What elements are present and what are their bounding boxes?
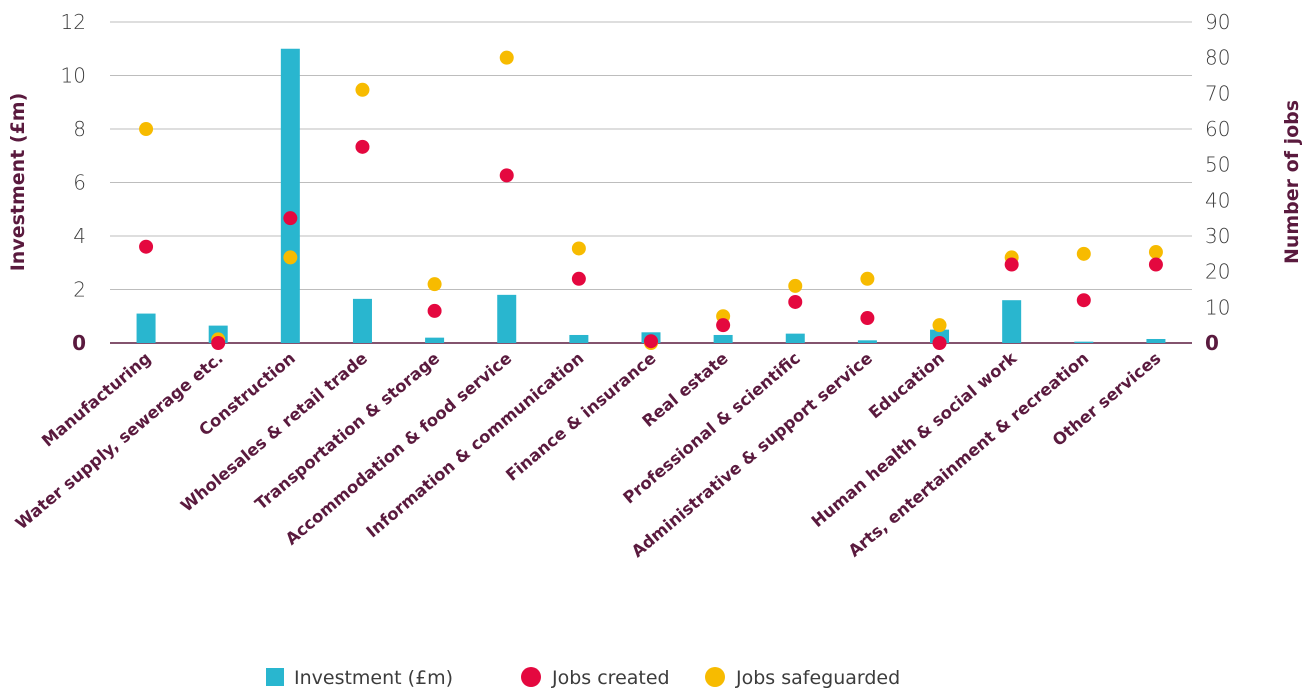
jobs-created-point	[1148, 257, 1163, 272]
left-tick-label: 0	[72, 331, 86, 355]
legend-label-jobs-created: Jobs created	[551, 667, 670, 689]
left-axis-title: Investment (£m)	[7, 93, 29, 272]
investment-bar	[1146, 338, 1166, 343]
jobs-created-point	[139, 239, 154, 254]
jobs-created-point	[644, 334, 658, 349]
right-tick-label: 10	[1205, 295, 1230, 319]
left-tick-label: 8	[73, 117, 86, 141]
left-tick-label: 2	[73, 278, 86, 302]
right-tick-label: 20	[1205, 260, 1230, 284]
investment-bar	[352, 298, 372, 343]
jobs-created-point	[211, 336, 226, 350]
legend-swatch-jobs-created	[521, 667, 541, 687]
jobs-created-point	[499, 168, 514, 183]
legend: Investment (£m) Jobs created Jobs safegu…	[266, 667, 900, 689]
left-tick-label: 6	[73, 171, 86, 195]
legend-label-jobs-safeguarded: Jobs safeguarded	[735, 667, 900, 689]
right-axis-title: Number of jobs	[1281, 100, 1303, 264]
jobs-created-point	[716, 318, 731, 333]
jobs-safeguarded-point	[1148, 245, 1163, 260]
right-tick-label: 0	[1205, 331, 1219, 355]
legend-swatch-investment	[266, 668, 284, 686]
right-tick-label: 50	[1205, 153, 1230, 177]
jobs-safeguarded-point	[788, 278, 803, 293]
left-axis-ticks: 0 2 4 6 8 10 12	[61, 10, 86, 355]
jobs-created-point	[1004, 257, 1019, 272]
legend-swatch-jobs-safeguarded	[705, 667, 725, 687]
jobs-created-point	[788, 294, 803, 309]
jobs-safeguarded-point	[283, 250, 298, 265]
investment-bar	[1074, 341, 1094, 343]
right-tick-label: 80	[1205, 46, 1230, 70]
jobs-created-point	[571, 271, 586, 286]
jobs-created-point	[1076, 293, 1091, 308]
legend-label-investment: Investment (£m)	[294, 667, 453, 689]
jobs-created-point	[860, 311, 875, 326]
jobs-created-point	[283, 211, 298, 226]
investment-bars	[136, 48, 1166, 343]
investment-bar	[425, 337, 445, 343]
investment-bar	[785, 333, 805, 343]
right-tick-label: 90	[1205, 10, 1230, 34]
left-tick-label: 4	[73, 224, 86, 248]
jobs-safeguarded-point	[427, 277, 442, 292]
jobs-safeguarded-point	[932, 318, 947, 333]
investment-bar	[857, 340, 877, 343]
left-tick-label: 10	[61, 64, 86, 88]
jobs-safeguarded-point	[860, 271, 875, 286]
investment-bar	[136, 313, 156, 343]
investment-bar	[1002, 300, 1022, 343]
investment-bar	[713, 334, 733, 343]
right-tick-label: 30	[1205, 224, 1230, 248]
investment-bar	[569, 334, 589, 343]
jobs-safeguarded-point	[355, 82, 370, 97]
investment-bar	[497, 294, 517, 343]
right-tick-label: 70	[1205, 81, 1230, 105]
jobs-safeguarded-point	[1076, 246, 1091, 261]
jobs-safeguarded-point	[571, 241, 586, 256]
gridlines	[110, 21, 1192, 344]
jobs-created-points	[139, 139, 1163, 350]
jobs-created-point	[932, 336, 947, 350]
right-axis-ticks: 0 10 20 30 40 50 60 70 80 90	[1205, 10, 1230, 355]
jobs-created-point	[355, 139, 370, 154]
jobs-safeguarded-point	[499, 50, 514, 65]
right-tick-label: 40	[1205, 188, 1230, 212]
right-tick-label: 60	[1205, 117, 1230, 141]
investment-bar	[280, 48, 300, 343]
left-tick-label: 12	[61, 10, 86, 34]
jobs-safeguarded-point	[139, 122, 154, 136]
category-label: Finance & insurance	[502, 349, 659, 485]
jobs-created-point	[427, 303, 442, 318]
